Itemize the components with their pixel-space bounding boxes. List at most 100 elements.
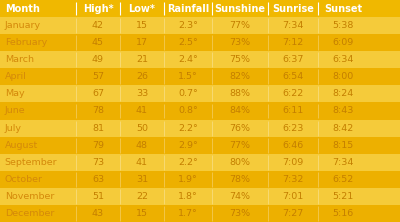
Text: February: February xyxy=(5,38,47,47)
Text: Sunshine: Sunshine xyxy=(214,4,266,14)
Text: 5:16: 5:16 xyxy=(332,209,354,218)
Text: 6:23: 6:23 xyxy=(282,124,304,133)
Text: 74%: 74% xyxy=(230,192,250,201)
Text: October: October xyxy=(5,175,43,184)
Text: 78%: 78% xyxy=(230,175,250,184)
Text: 7:34: 7:34 xyxy=(332,158,354,167)
Text: 2.2°: 2.2° xyxy=(178,124,198,133)
Text: May: May xyxy=(5,89,24,98)
Text: 21: 21 xyxy=(136,55,148,64)
Text: 33: 33 xyxy=(136,89,148,98)
Text: 7:09: 7:09 xyxy=(282,158,304,167)
Bar xyxy=(0,0,400,17)
Bar xyxy=(0,103,400,119)
Text: 79: 79 xyxy=(92,141,104,150)
Text: 6:09: 6:09 xyxy=(332,38,354,47)
Text: 8:43: 8:43 xyxy=(332,107,354,115)
Text: 45: 45 xyxy=(92,38,104,47)
Text: 78: 78 xyxy=(92,107,104,115)
Text: 73%: 73% xyxy=(230,209,250,218)
Text: 22: 22 xyxy=(136,192,148,201)
Bar xyxy=(0,85,400,103)
Text: 1.5°: 1.5° xyxy=(178,72,198,81)
Text: 1.9°: 1.9° xyxy=(178,175,198,184)
Text: 2.3°: 2.3° xyxy=(178,21,198,30)
Text: 7:34: 7:34 xyxy=(282,21,304,30)
Bar xyxy=(0,119,400,137)
Text: 49: 49 xyxy=(92,55,104,64)
Bar xyxy=(0,154,400,171)
Text: 73: 73 xyxy=(92,158,104,167)
Text: 15: 15 xyxy=(136,21,148,30)
Text: 8:15: 8:15 xyxy=(332,141,354,150)
Text: 2.5°: 2.5° xyxy=(178,38,198,47)
Text: 17: 17 xyxy=(136,38,148,47)
Text: September: September xyxy=(5,158,58,167)
Text: 15: 15 xyxy=(136,209,148,218)
Text: 7:32: 7:32 xyxy=(282,175,304,184)
Text: 67: 67 xyxy=(92,89,104,98)
Text: December: December xyxy=(5,209,54,218)
Text: 8:42: 8:42 xyxy=(332,124,354,133)
Text: 73%: 73% xyxy=(230,38,250,47)
Text: August: August xyxy=(5,141,38,150)
Text: 77%: 77% xyxy=(230,141,250,150)
Text: 51: 51 xyxy=(92,192,104,201)
Text: June: June xyxy=(5,107,26,115)
Text: July: July xyxy=(5,124,22,133)
Text: Low*: Low* xyxy=(128,4,156,14)
Text: 6:52: 6:52 xyxy=(332,175,354,184)
Text: Sunset: Sunset xyxy=(324,4,362,14)
Text: 42: 42 xyxy=(92,21,104,30)
Bar xyxy=(0,51,400,68)
Text: 7:12: 7:12 xyxy=(282,38,304,47)
Text: 88%: 88% xyxy=(230,89,250,98)
Text: 6:22: 6:22 xyxy=(282,89,304,98)
Text: Month: Month xyxy=(5,4,40,14)
Bar xyxy=(0,205,400,222)
Text: 63: 63 xyxy=(92,175,104,184)
Text: 8:00: 8:00 xyxy=(332,72,354,81)
Text: 41: 41 xyxy=(136,158,148,167)
Text: April: April xyxy=(5,72,26,81)
Text: 0.7°: 0.7° xyxy=(178,89,198,98)
Text: 57: 57 xyxy=(92,72,104,81)
Bar xyxy=(0,137,400,154)
Text: 6:46: 6:46 xyxy=(282,141,304,150)
Bar xyxy=(0,171,400,188)
Text: 7:01: 7:01 xyxy=(282,192,304,201)
Text: 6:34: 6:34 xyxy=(332,55,354,64)
Text: 6:11: 6:11 xyxy=(282,107,304,115)
Text: Rainfall: Rainfall xyxy=(167,4,209,14)
Text: 6:54: 6:54 xyxy=(282,72,304,81)
Text: 81: 81 xyxy=(92,124,104,133)
Text: 41: 41 xyxy=(136,107,148,115)
Text: 2.2°: 2.2° xyxy=(178,158,198,167)
Text: 6:37: 6:37 xyxy=(282,55,304,64)
Bar xyxy=(0,68,400,85)
Text: 75%: 75% xyxy=(230,55,250,64)
Text: January: January xyxy=(5,21,41,30)
Text: March: March xyxy=(5,55,34,64)
Bar xyxy=(0,188,400,205)
Text: 50: 50 xyxy=(136,124,148,133)
Text: 82%: 82% xyxy=(230,72,250,81)
Text: November: November xyxy=(5,192,54,201)
Text: 1.7°: 1.7° xyxy=(178,209,198,218)
Text: 8:24: 8:24 xyxy=(332,89,354,98)
Text: 5:21: 5:21 xyxy=(332,192,354,201)
Text: 26: 26 xyxy=(136,72,148,81)
Text: 48: 48 xyxy=(136,141,148,150)
Text: High*: High* xyxy=(83,4,113,14)
Text: 76%: 76% xyxy=(230,124,250,133)
Text: 77%: 77% xyxy=(230,21,250,30)
Text: 5:38: 5:38 xyxy=(332,21,354,30)
Bar xyxy=(0,34,400,51)
Text: 31: 31 xyxy=(136,175,148,184)
Text: 80%: 80% xyxy=(230,158,250,167)
Text: 7:27: 7:27 xyxy=(282,209,304,218)
Text: 0.8°: 0.8° xyxy=(178,107,198,115)
Text: 1.8°: 1.8° xyxy=(178,192,198,201)
Text: 2.9°: 2.9° xyxy=(178,141,198,150)
Text: 2.4°: 2.4° xyxy=(178,55,198,64)
